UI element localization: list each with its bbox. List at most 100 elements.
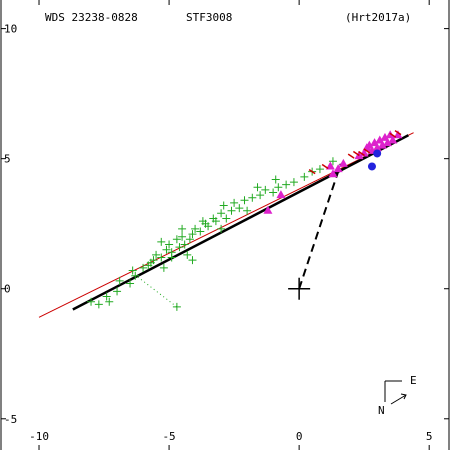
micrometer-point [157, 253, 166, 262]
micrometer-point [178, 232, 187, 241]
x-tick-label: -5 [162, 430, 175, 443]
micrometer-point [87, 297, 96, 306]
micrometer-point [227, 206, 236, 215]
micrometer-point [183, 250, 192, 259]
micrometer-point [235, 204, 244, 213]
micrometer-point [188, 256, 197, 265]
micrometer-point [230, 198, 239, 207]
residual-tick [394, 130, 402, 136]
residual-tick [358, 150, 365, 157]
y-tick-label: 5 [4, 153, 11, 166]
residual-tick [363, 148, 371, 154]
micrometer-point [146, 258, 155, 267]
periastron-connector [298, 163, 342, 290]
micrometer-point [253, 183, 262, 192]
micrometer-point [94, 300, 103, 309]
micrometer-point [139, 263, 148, 272]
micrometer-point [300, 172, 309, 181]
y-tick-label: -5 [4, 413, 17, 426]
compass: E N [378, 374, 417, 417]
compass-north-label: N [378, 404, 385, 417]
micrometer-point [219, 201, 228, 210]
x-tick-label: 5 [426, 430, 433, 443]
x-tick-label: -10 [29, 430, 49, 443]
compass-motion-arrow [390, 394, 407, 405]
micrometer-point [185, 235, 194, 244]
y-tick-label: 10 [4, 23, 17, 36]
speckle-point [377, 140, 387, 149]
orbit-line [72, 134, 409, 311]
micrometer-point [196, 227, 205, 236]
micrometer-point [113, 287, 122, 296]
axis-tick-labels: -10 -5 0 5 -5 0 5 10 [4, 23, 433, 443]
micrometer-point [102, 292, 111, 301]
micrometer-point [274, 183, 283, 192]
residual-dotted-line [137, 276, 178, 308]
micrometer-point [240, 196, 249, 205]
residual-tick [308, 169, 316, 175]
compass-arrow-head [400, 393, 407, 400]
residual-tick [321, 163, 329, 170]
micrometer-point [256, 191, 265, 200]
residual-tick [389, 132, 397, 138]
micrometer-point [217, 224, 226, 233]
compass-east-label: E [410, 374, 417, 387]
micrometer-point [178, 224, 187, 233]
micrometer-point [248, 193, 257, 202]
micrometer-point [180, 240, 189, 249]
data-marks [87, 130, 403, 311]
micrometer-point [217, 209, 226, 218]
orbit-reference-label: (Hrt2017a) [345, 11, 411, 24]
micrometer-point [131, 271, 140, 280]
micrometer-point [328, 157, 337, 166]
recent-point [373, 149, 382, 158]
x-tick-label: 0 [296, 430, 303, 443]
speckle-point [276, 190, 286, 199]
micrometer-point [315, 165, 324, 174]
micrometer-point [172, 302, 181, 311]
linear-fit-line [38, 132, 414, 318]
micrometer-point [243, 206, 252, 215]
micrometer-point [126, 279, 135, 288]
micrometer-point [105, 297, 114, 306]
discoverer-label: STF3008 [186, 11, 232, 24]
micrometer-point [261, 185, 270, 194]
micrometer-point [269, 188, 278, 197]
micrometer-point [157, 237, 166, 246]
micrometer-point [191, 224, 200, 233]
residual-tick [352, 150, 360, 157]
micrometer-point [165, 240, 174, 249]
micrometer-point [211, 217, 220, 226]
micrometer-point [115, 276, 124, 285]
y-tick-label: 0 [4, 283, 11, 296]
recent-point [367, 162, 376, 171]
micrometer-point [282, 180, 291, 189]
micrometer-point [128, 266, 137, 275]
speckle-point [372, 143, 382, 152]
micrometer-point [204, 222, 213, 231]
speckle-point [325, 161, 335, 170]
speckle-point [388, 135, 398, 144]
micrometer-point [271, 175, 280, 184]
speckle-point [338, 158, 348, 167]
micrometer-point [289, 178, 298, 187]
micrometer-point [188, 230, 197, 239]
micrometer-point [172, 235, 181, 244]
micrometer-point [198, 217, 207, 226]
fit-lines [38, 132, 414, 318]
micrometer-point [152, 250, 161, 259]
speckle-point [328, 169, 338, 178]
speckle-point [263, 205, 273, 214]
residual-tick [347, 153, 355, 159]
speckle-point [393, 130, 403, 139]
micrometer-point [175, 243, 184, 252]
speckle-point [383, 138, 393, 147]
micrometer-point [162, 245, 171, 254]
micrometer-point [222, 214, 231, 223]
speckle-point [333, 164, 343, 173]
wds-id-label: WDS 23238-0828 [45, 11, 138, 24]
micrometer-point [159, 263, 168, 272]
